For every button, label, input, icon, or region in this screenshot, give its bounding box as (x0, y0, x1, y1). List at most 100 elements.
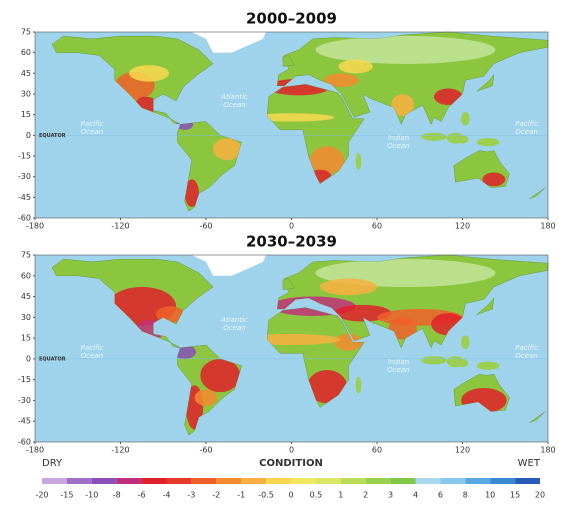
lat-tick-label: -45 (18, 193, 31, 202)
island (355, 153, 362, 170)
legend-swatch (116, 478, 142, 484)
legend-wet: WET (518, 458, 541, 469)
condition-patch (184, 179, 199, 207)
lat-tick-label: -30 (18, 172, 31, 181)
condition-patch (315, 35, 496, 64)
condition-patch (320, 278, 377, 296)
legend-swatch (216, 478, 242, 484)
legend-tick-label: -1 (237, 491, 245, 500)
ice (191, 255, 266, 276)
legend-swatch (440, 478, 466, 484)
land (476, 297, 495, 315)
legend-tick-label: -8 (113, 491, 121, 500)
land (282, 278, 295, 290)
equator-label: EQUATOR (39, 356, 66, 362)
legend-tick-label: -2 (212, 491, 220, 500)
island (461, 335, 470, 350)
legend-swatch (191, 478, 217, 484)
lon-tick-label: -60 (199, 446, 212, 455)
lon-tick-label: 60 (372, 446, 382, 455)
island (456, 135, 469, 144)
legend-tick-label: 8 (463, 491, 468, 500)
island (476, 138, 500, 147)
lat-tick-label: 0 (26, 354, 31, 363)
legend-swatch (66, 478, 92, 484)
condition-patch (324, 73, 359, 88)
condition-patch (310, 146, 345, 174)
legend-tick-label: 4 (413, 491, 418, 500)
condition-patch (307, 369, 348, 404)
island (421, 356, 447, 365)
lat-tick-label: -60 (18, 438, 31, 447)
land (282, 55, 295, 67)
legend-tick-label: -4 (163, 491, 171, 500)
legend-tick-label: -20 (35, 491, 48, 500)
condition-patch (194, 389, 218, 406)
ocean-label: Pacific Ocean (80, 343, 104, 360)
lat-tick-label: -15 (18, 152, 31, 161)
condition-patch (482, 172, 506, 187)
legend-tick-label: 2 (363, 491, 368, 500)
lat-tick-label: -60 (18, 214, 31, 223)
ocean-label: Pacific Ocean (80, 120, 104, 137)
island (456, 358, 469, 368)
legend-tick-label: 10 (485, 491, 495, 500)
land (529, 411, 546, 423)
condition-patch (129, 65, 169, 82)
lon-tick-label: 180 (540, 446, 555, 455)
legend-swatch (291, 478, 316, 484)
legend-swatch (42, 478, 67, 484)
lon-tick-label: -120 (111, 222, 129, 231)
legend-tick-label: 0 (288, 491, 293, 500)
ocean-label: Pacific Ocean (515, 343, 538, 360)
equator-label: EQUATOR (39, 133, 66, 139)
lat-tick-label: -30 (18, 396, 31, 405)
lat-tick-label: 75 (21, 251, 31, 260)
lon-tick-label: 180 (540, 222, 555, 231)
island (355, 376, 362, 394)
legend-dry: DRY (42, 458, 63, 469)
map-title: 2030–2039 (246, 233, 337, 251)
island (461, 111, 470, 126)
legend-tick-label: -10 (85, 491, 98, 500)
island (476, 361, 500, 370)
legend-swatch (415, 478, 441, 484)
lon-tick-label: 0 (289, 446, 294, 455)
lon-tick-label: -60 (199, 222, 212, 231)
lat-tick-label: 45 (21, 292, 31, 301)
ocean-label: Pacific Ocean (515, 120, 538, 137)
legend-tick-label: 20 (535, 491, 545, 500)
legend-tick-label: 0.5 (310, 491, 323, 500)
legend-tick-label: 6 (438, 491, 443, 500)
legend-title: CONDITION (259, 458, 323, 469)
legend-swatch (266, 478, 291, 484)
legend-tick-label: 15 (510, 491, 520, 500)
condition-patch (391, 94, 415, 117)
lat-tick-label: 30 (21, 313, 31, 322)
ocean-label: Atlantic Ocean (221, 92, 248, 109)
legend-tick-label: 3 (388, 491, 393, 500)
lat-tick-label: 0 (26, 131, 31, 140)
legend-swatch (241, 478, 267, 484)
condition-patch (334, 333, 363, 351)
condition-patch (338, 59, 373, 74)
lat-tick-label: 30 (21, 90, 31, 99)
legend-swatch (340, 478, 366, 484)
condition-patch (213, 138, 242, 161)
ocean-label: Indian Ocean (387, 357, 410, 374)
lat-tick-label: 75 (21, 28, 31, 37)
lat-tick-label: 60 (21, 271, 31, 280)
legend-tick-label: -3 (187, 491, 195, 500)
ocean-label: Atlantic Ocean (221, 316, 248, 333)
condition-patch (388, 317, 417, 340)
ocean-label: Indian Ocean (387, 134, 410, 151)
ice (191, 32, 266, 53)
lat-tick-label: 15 (21, 110, 31, 119)
legend-swatch (315, 478, 341, 484)
land (529, 187, 546, 199)
lat-tick-label: -15 (18, 375, 31, 384)
legend-swatch (365, 478, 391, 484)
lon-tick-label: 120 (455, 446, 470, 455)
